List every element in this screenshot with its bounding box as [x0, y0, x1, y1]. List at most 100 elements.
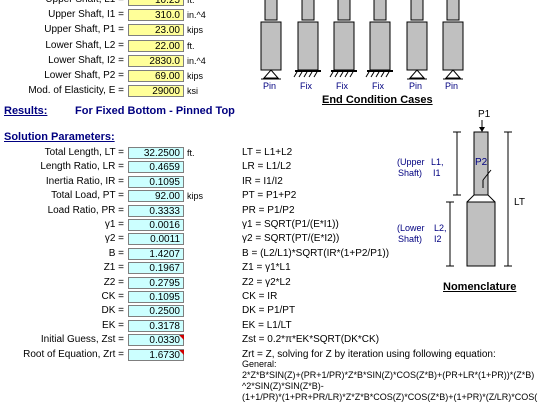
input-cell[interactable]: 10.25	[128, 0, 184, 6]
hatch-line	[365, 71, 370, 78]
param-cell[interactable]: 0.3333	[128, 205, 184, 217]
param-cell[interactable]: 32.2500	[128, 147, 184, 159]
param-formula: LR = L1/L2	[242, 161, 292, 172]
hatch-line	[339, 71, 344, 78]
hatch-line	[370, 71, 375, 78]
param-cell[interactable]: 0.1095	[128, 176, 184, 188]
column-upper	[446, 0, 460, 21]
hatch-line	[375, 71, 380, 78]
end-condition-diagram	[260, 0, 464, 80]
param-formula: EK = L1/LT	[242, 320, 292, 331]
general-line-2: ^2*SIN(Z)*SIN(Z*B)-	[242, 381, 324, 391]
param-formula: B = (L2/L1)*SQRT(IR*(1+P2/P1))	[242, 248, 390, 259]
input-unit: in.^4	[187, 56, 206, 66]
case-label: Fix	[300, 81, 312, 91]
param-formula: CK = IR	[242, 291, 278, 302]
param-cell[interactable]: 0.1095	[128, 291, 184, 303]
param-label: Length Ratio, LR =	[40, 161, 124, 172]
column-upper	[337, 0, 351, 21]
param-unit: ft.	[187, 148, 195, 158]
end-condition-title: End Condition Cases	[322, 94, 433, 106]
nom-upper-a: (Upper	[397, 157, 425, 167]
param-cell[interactable]: 0.0011	[128, 233, 184, 245]
param-cell[interactable]: 0.4659	[128, 161, 184, 173]
param-formula: Zrt = Z, solving for Z by iteration usin…	[242, 349, 496, 360]
input-label: Mod. of Elasticity, E =	[28, 85, 124, 96]
input-label: Upper Shaft, L1 =	[0, 0, 124, 5]
results-label: Results:	[4, 105, 48, 117]
case-label: Pin	[445, 81, 459, 91]
input-cell[interactable]: 22.00	[128, 40, 184, 52]
param-cell[interactable]: 0.2500	[128, 305, 184, 317]
param-label: Load Ratio, PR =	[47, 205, 124, 216]
input-label: Lower Shaft, L2 =	[45, 40, 124, 51]
hatch-line	[303, 71, 308, 78]
param-formula: LT = L1+L2	[242, 147, 293, 158]
hatch-line	[385, 71, 390, 78]
nom-l1: L1,	[431, 157, 444, 167]
input-cell[interactable]: 23.00	[128, 24, 184, 36]
param-formula: PR = P1/P2	[242, 205, 295, 216]
param-label: B =	[108, 248, 124, 259]
case-label: Pin	[263, 81, 277, 91]
nom-p1: P1	[478, 109, 491, 120]
column-lower	[369, 21, 391, 71]
hatch-line	[313, 71, 318, 78]
nomenclature-diagram	[446, 120, 512, 267]
input-cell[interactable]: 29000	[128, 85, 184, 97]
input-cell[interactable]: 69.00	[128, 70, 184, 82]
hatch-line	[344, 71, 349, 78]
param-label: Initial Guess, Zst =	[40, 334, 124, 345]
param-formula: DK = P1/PT	[242, 305, 296, 316]
input-cell[interactable]: 2830.0	[128, 55, 184, 67]
input-label: Lower Shaft, P2 =	[44, 70, 124, 81]
param-formula: Z1 = γ1*L1	[242, 262, 291, 273]
input-unit: ft.	[187, 41, 195, 51]
nom-lower-a: (Lower	[397, 223, 425, 233]
case-label: Pin	[409, 81, 423, 91]
input-unit: in.^4	[187, 10, 206, 20]
input-label: Upper Shaft, P1 =	[44, 24, 124, 35]
input-cell[interactable]: 310.0	[128, 9, 184, 21]
param-cell[interactable]: 0.1967	[128, 262, 184, 274]
column-upper	[373, 0, 387, 21]
nom-i2: I2	[434, 234, 442, 244]
param-cell[interactable]: 0.2795	[128, 277, 184, 289]
param-cell[interactable]: 1.6730	[128, 349, 184, 361]
column-lower	[297, 21, 319, 71]
input-unit: kips	[187, 25, 204, 35]
column-lower	[260, 21, 282, 71]
pin-support-icon	[262, 69, 280, 79]
general-line-3: (1+1/PR)*(1+PR+PR/LR)*Z*Z*B*COS(Z)*COS(Z…	[242, 392, 538, 402]
nom-lower-b: Shaft)	[398, 234, 423, 244]
comment-marker	[179, 335, 184, 340]
param-cell[interactable]: 0.0016	[128, 219, 184, 231]
hatch-line	[329, 71, 334, 78]
param-label: Inertia Ratio, IR =	[45, 176, 124, 187]
input-label: Lower Shaft, I2 =	[48, 55, 124, 66]
pin-support-icon	[444, 69, 462, 79]
param-label: γ2 =	[104, 233, 124, 244]
param-cell[interactable]: 1.4207	[128, 248, 184, 260]
param-formula: IR = I1/I2	[242, 176, 283, 187]
param-cell[interactable]: 92.00	[128, 190, 184, 202]
input-unit: ksi	[187, 86, 198, 96]
nom-p2: P2	[475, 157, 488, 168]
param-cell[interactable]: 0.3178	[128, 320, 184, 332]
input-unit: kips	[187, 71, 204, 81]
nom-lt: LT	[514, 197, 525, 208]
hatch-line	[298, 71, 303, 78]
nom-upper-b: Shaft)	[398, 168, 423, 178]
hatch-line	[308, 71, 313, 78]
param-formula: γ2 = SQRT(PT/(E*I2))	[242, 233, 340, 244]
param-cell[interactable]: 0.0330	[128, 334, 184, 346]
column-lower	[406, 21, 428, 71]
column-lower	[333, 21, 355, 71]
param-label: Z2 =	[103, 277, 124, 288]
general-label: General:	[242, 359, 277, 369]
hatch-line	[334, 71, 339, 78]
nom-l2: L2,	[434, 223, 447, 233]
hatch-line	[349, 71, 354, 78]
general-line-1: 2*Z*B*SIN(Z)+(PR+1/PR)*Z*B*SIN(Z)*COS(Z*…	[242, 370, 535, 380]
param-label: Z1 =	[103, 262, 124, 273]
